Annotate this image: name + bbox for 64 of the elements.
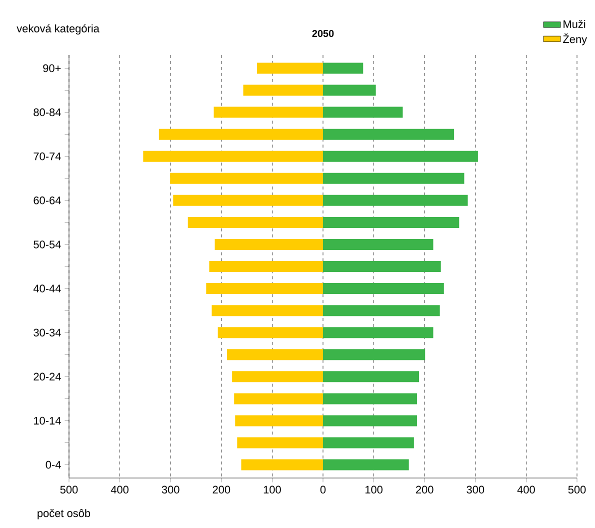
y-tick-label: 40-44 [33, 284, 61, 292]
bar [323, 305, 440, 316]
y-tick-label: 90+ [43, 64, 61, 72]
bar [218, 327, 324, 338]
bar [226, 349, 324, 360]
bar [143, 150, 324, 162]
legend-label: Muži [564, 20, 586, 28]
y-tick-label: 20-24 [34, 372, 61, 381]
x-tick-label: 500 [60, 486, 78, 494]
bar [158, 128, 324, 140]
x-tick-label: 100 [365, 486, 383, 494]
y-tick-label: 70-74 [34, 152, 61, 160]
bar [323, 415, 417, 426]
bar [241, 459, 324, 470]
x-tick-label: 300 [162, 486, 180, 494]
y-axis-title: veková kategória [16, 24, 100, 35]
x-tick-label: 200 [416, 486, 434, 494]
chart-title: 2050 [312, 30, 334, 38]
bar [323, 128, 454, 140]
bar [170, 172, 324, 184]
x-tick-label: 0 [320, 486, 326, 494]
bar [209, 261, 324, 272]
bar [214, 238, 324, 250]
bar [232, 371, 324, 382]
bar [323, 62, 364, 74]
x-tick-label: 400 [517, 486, 535, 494]
bar [237, 437, 324, 448]
bar [234, 393, 324, 404]
y-tick-label: 10-14 [34, 416, 61, 425]
bar [323, 459, 409, 470]
x-tick-label: 200 [212, 486, 230, 494]
bar [243, 84, 324, 96]
bar [323, 238, 434, 250]
y-tick-label: 80-84 [34, 108, 61, 116]
bar [323, 84, 376, 96]
x-tick-label: 300 [466, 486, 484, 494]
bar [323, 349, 426, 360]
x-tick-label: 100 [264, 486, 281, 494]
bar [323, 106, 403, 118]
y-tick-label: 30-34 [34, 328, 61, 336]
bar [323, 437, 414, 448]
y-tick-label: 60-64 [34, 196, 61, 204]
bar [323, 371, 420, 382]
x-tick-label: 500 [568, 486, 586, 494]
bar [323, 261, 441, 272]
bar [323, 194, 468, 206]
bar [323, 216, 460, 228]
legend-label: Ženy [563, 33, 588, 46]
bar [214, 106, 324, 118]
bar [323, 283, 444, 294]
x-axis-title: počet osôb [38, 509, 90, 520]
y-tick-label: 50-54 [34, 240, 61, 248]
x-tick-label: 400 [110, 486, 128, 494]
bar [256, 62, 324, 74]
y-tick-label: 0-4 [46, 460, 61, 469]
bar [323, 327, 434, 338]
bar [206, 283, 324, 294]
bar [188, 216, 324, 228]
bar [173, 194, 324, 206]
bar [235, 415, 324, 426]
bar [323, 172, 464, 184]
bar [323, 150, 478, 162]
bar [212, 305, 324, 316]
bar [323, 393, 417, 404]
